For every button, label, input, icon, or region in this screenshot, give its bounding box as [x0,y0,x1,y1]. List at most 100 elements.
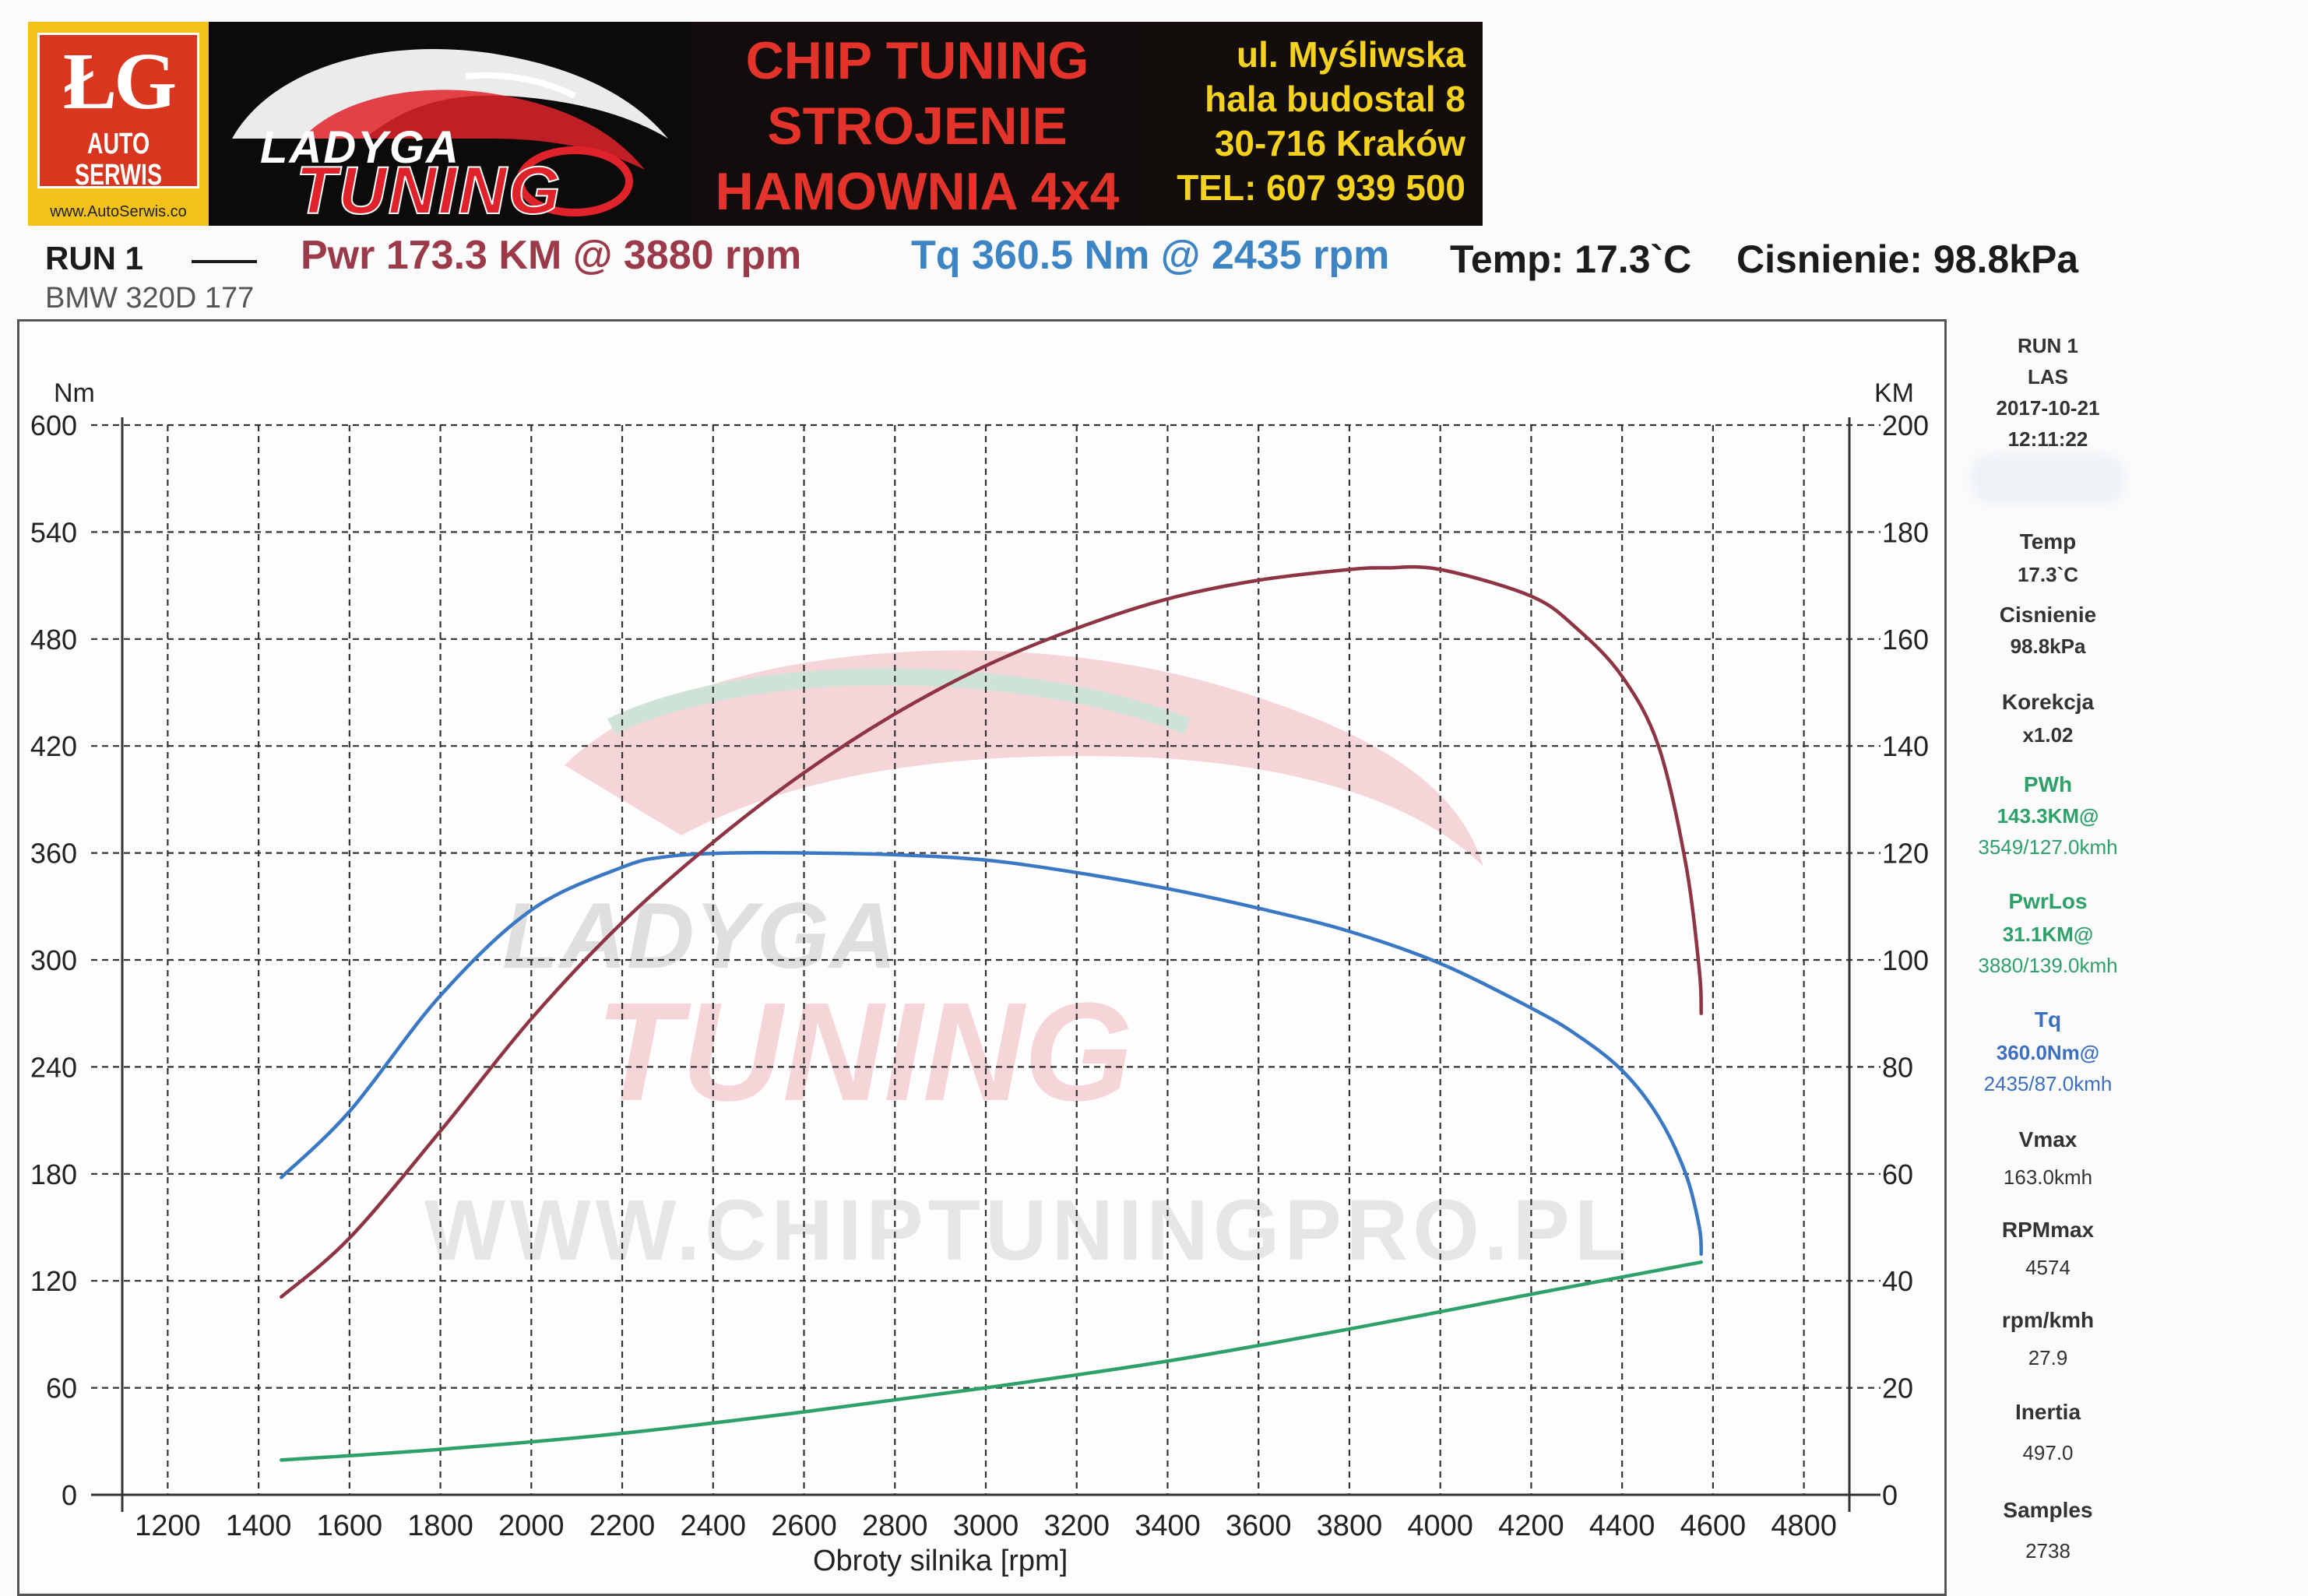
x-tick-label: 4400 [1589,1510,1655,1542]
x-tick-label: 1600 [317,1510,383,1542]
side-samples-value: 2738 [2025,1539,2071,1563]
services-block: CHIP TUNING STROJENIE HAMOWNIA 4x4 [691,22,1143,226]
address-block: ul. Myśliwska hala budostal 8 30-716 Kra… [1143,22,1483,226]
side-mode: LAS [2028,365,2068,388]
watermark-bottom-text: TUNING [596,974,1133,1130]
power-curve [280,564,1703,1299]
x-tick-label: 4800 [1771,1510,1837,1542]
y-left-tick-label: 300 [30,944,77,976]
y-right-tick-label: 0 [1882,1479,1898,1511]
y-right-tick-label: 80 [1882,1051,1913,1083]
address-line: ul. Myśliwska [1236,34,1465,75]
y-left-tick-label: 180 [30,1158,77,1190]
side-pwrlos-label: PwrLos [2008,889,2088,913]
power-loss-curve [280,1260,1703,1462]
y-right-tick-label: 120 [1882,838,1929,870]
grid [91,424,1881,1496]
run-label: RUN 1 [45,240,144,276]
y-left-tick-label: 0 [62,1479,77,1511]
watermark-url-text: WWW.CHIPTUNINGPRO.PL [424,1183,1631,1278]
y-left-tick-label: 480 [30,624,77,656]
y-right-tick-label: 180 [1882,516,1929,548]
x-tick-label: 2800 [862,1510,928,1542]
address-line: TEL: 607 939 500 [1177,167,1465,208]
side-pressure-value: 98.8kPa [2010,635,2086,658]
side-pwrlos-at: 3880/139.0kmh [1978,954,2118,977]
address-line: hala budostal 8 [1205,79,1465,119]
y-right-tick-label: 40 [1882,1265,1913,1297]
header-banner: ŁG AUTO SERWIS www.AutoSerwis.co LADYGA … [28,22,1483,226]
x-tick-label: 2000 [498,1510,565,1542]
side-pwh-value: 143.3KM@ [1997,804,2099,828]
watermark-car-shape [565,650,1483,867]
blurred-area [1970,453,2126,504]
car-silhouette-icon [232,48,668,216]
x-tick-label: 4000 [1407,1510,1473,1542]
y-left-tick-label: 600 [30,410,77,441]
service-line: HAMOWNIA 4x4 [715,162,1120,221]
power-summary: Pwr 173.3 KM @ 3880 rpm [301,233,802,278]
side-inertia-value: 497.0 [2022,1441,2074,1464]
x-tick-label: 2200 [589,1510,656,1542]
side-correction-value: x1.02 [2022,723,2074,747]
side-rpmmax-label: RPMmax [2001,1218,2095,1242]
side-vmax-label: Vmax [2018,1127,2078,1151]
side-tq-value: 360.0Nm@ [1996,1041,2100,1064]
y-left-tick-label: 360 [30,838,77,870]
y-left-axis-label: Nm [54,378,95,408]
x-tick-label: 4200 [1498,1510,1564,1542]
y-right-tick-label: 20 [1882,1373,1913,1404]
side-pwrlos-value: 31.1KM@ [2002,923,2094,946]
x-tick-label: 1800 [407,1510,473,1542]
y-right-tick-label: 100 [1882,944,1929,976]
side-temp-label: Temp [2019,529,2077,554]
y-right-axis-label: KM [1874,378,1914,408]
x-tick-label: 1200 [135,1510,201,1542]
side-time: 12:11:22 [2007,427,2088,451]
x-tick-label: 3800 [1317,1510,1383,1542]
y-left-tick-label: 540 [30,516,77,548]
y-right-tick-label: 200 [1882,410,1929,441]
autoserwis-logo: ŁG AUTO SERWIS www.AutoSerwis.co [28,22,209,226]
side-inertia-label: Inertia [2014,1400,2081,1424]
side-rpmkmh-value: 27.9 [2028,1346,2068,1369]
side-pwh-label: PWh [2023,772,2073,796]
service-line: STROJENIE [767,97,1068,156]
side-pwh-at: 3549/127.0kmh [1978,835,2118,859]
x-axis-label: Obroty silnika [rpm] [813,1545,1068,1577]
side-rpmmax-value: 4574 [2025,1256,2071,1279]
watermark-car-stripe [607,668,1191,735]
torque-summary: Tq 360.5 Nm @ 2435 rpm [911,233,1390,278]
side-vmax-value: 163.0kmh [2003,1165,2093,1189]
side-run: RUN 1 [2017,334,2078,357]
pressure-summary: Cisnienie: 98.8kPa [1736,237,2079,281]
logo-name: AUTO SERWIS [75,128,162,192]
ladyga-tuning-logo: LADYGA TUNING [209,22,691,226]
service-line: CHIP TUNING [745,31,1089,90]
side-correction-label: Korekcja [2001,690,2095,714]
logo-url: www.AutoSerwis.co [50,203,187,220]
temperature-summary: Temp: 17.3`C [1450,237,1692,281]
y-right-tick-label: 140 [1882,730,1929,762]
side-tq-at: 2435/87.0kmh [1983,1072,2113,1095]
x-tick-label: 4600 [1680,1510,1747,1542]
y-left-tick-label: 60 [46,1373,77,1404]
vehicle-model: BMW 320D 177 [45,282,255,315]
torque-curve [280,850,1703,1257]
x-tick-label: 3400 [1135,1510,1201,1542]
x-tick-label: 3000 [953,1510,1019,1542]
side-rpmkmh-label: rpm/kmh [2001,1308,2095,1332]
address-line: 30-716 Kraków [1214,123,1465,163]
x-tick-label: 3200 [1043,1510,1110,1542]
side-temp-value: 17.3`C [2017,563,2079,586]
dyno-chart-frame: LADYGA TUNING WWW.CHIPTUNINGPRO.PL 1200 1400… [17,319,1947,1596]
run-legend-line [192,260,257,263]
side-pressure-label: Cisnienie [1999,603,2097,627]
side-tq-label: Tq [2034,1007,2062,1032]
y-left-tick-label: 120 [30,1265,77,1297]
y-left-tick-label: 420 [30,730,77,762]
y-right-tick-label: 160 [1882,624,1929,656]
side-date: 2017-10-21 [1996,396,2100,420]
